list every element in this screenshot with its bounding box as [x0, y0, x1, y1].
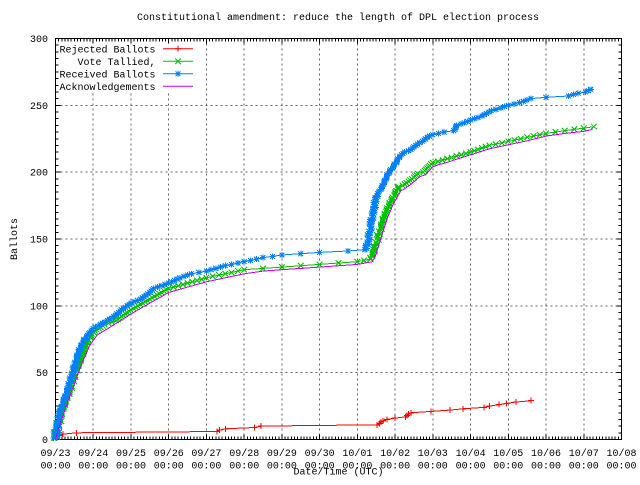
svg-text:0: 0 — [42, 436, 48, 447]
svg-text:10/07: 10/07 — [569, 448, 599, 460]
svg-text:00:00: 00:00 — [154, 462, 184, 473]
svg-text:09/26: 09/26 — [154, 448, 184, 460]
svg-text:00:00: 00:00 — [569, 462, 599, 473]
svg-text:00:00: 00:00 — [305, 462, 335, 473]
svg-text:09/27: 09/27 — [191, 448, 221, 460]
svg-text:00:00: 00:00 — [380, 462, 410, 473]
svg-text:10/04: 10/04 — [456, 448, 486, 460]
svg-text:10/01: 10/01 — [342, 448, 372, 460]
svg-text:Ballots: Ballots — [9, 218, 21, 260]
svg-text:09/23: 09/23 — [40, 448, 70, 460]
svg-text:00:00: 00:00 — [116, 462, 146, 473]
svg-text:00:00: 00:00 — [267, 462, 297, 473]
svg-text:Constitutional amendment: redu: Constitutional amendment: reduce the len… — [137, 12, 539, 24]
svg-text:Vote Tallied,: Vote Tallied, — [77, 57, 155, 69]
svg-text:00:00: 00:00 — [418, 462, 448, 473]
svg-text:10/05: 10/05 — [493, 448, 523, 460]
svg-text:200: 200 — [30, 169, 48, 180]
svg-text:150: 150 — [30, 236, 48, 247]
svg-text:00:00: 00:00 — [493, 462, 523, 473]
svg-text:09/30: 09/30 — [305, 448, 335, 460]
svg-text:10/03: 10/03 — [418, 448, 448, 460]
svg-text:10/06: 10/06 — [531, 448, 561, 460]
svg-text:00:00: 00:00 — [606, 462, 636, 473]
svg-text:09/29: 09/29 — [267, 448, 297, 460]
svg-text:100: 100 — [30, 302, 48, 313]
svg-text:00:00: 00:00 — [456, 462, 486, 473]
svg-text:10/02: 10/02 — [380, 448, 410, 460]
svg-text:09/28: 09/28 — [229, 448, 259, 460]
svg-text:10/08: 10/08 — [606, 448, 636, 460]
svg-text:00:00: 00:00 — [342, 462, 372, 473]
svg-text:Received Ballots: Received Ballots — [59, 69, 155, 81]
svg-text:250: 250 — [30, 102, 48, 113]
svg-text:00:00: 00:00 — [229, 462, 259, 473]
svg-text:00:00: 00:00 — [531, 462, 561, 473]
svg-text:300: 300 — [30, 35, 48, 46]
svg-text:50: 50 — [36, 369, 48, 380]
svg-text:00:00: 00:00 — [78, 462, 108, 473]
svg-text:00:00: 00:00 — [40, 462, 70, 473]
svg-text:09/25: 09/25 — [116, 448, 146, 460]
svg-text:00:00: 00:00 — [191, 462, 221, 473]
svg-text:Date/Time (UTC): Date/Time (UTC) — [293, 467, 383, 479]
svg-text:09/24: 09/24 — [78, 448, 108, 460]
svg-text:Rejected Ballots: Rejected Ballots — [59, 44, 155, 56]
svg-text:Acknowledgements: Acknowledgements — [59, 82, 155, 94]
